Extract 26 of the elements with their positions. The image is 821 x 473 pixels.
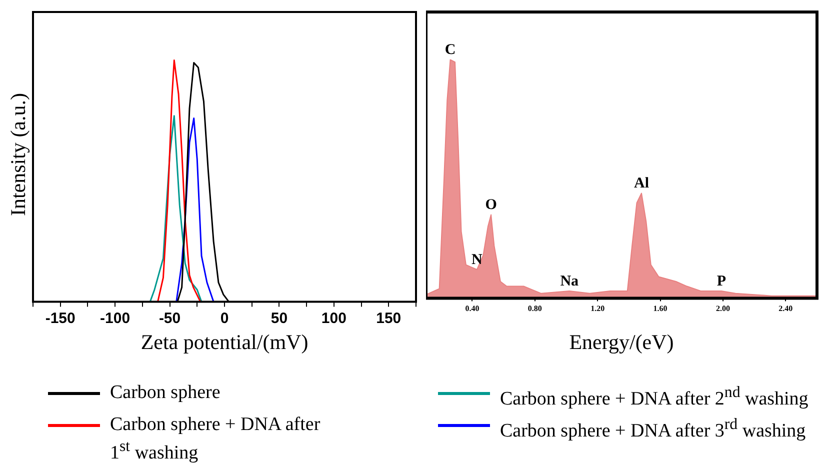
- annotation: N: [472, 252, 483, 268]
- x-tick-label: -50: [158, 310, 181, 327]
- x-tick-label: -150: [45, 310, 76, 327]
- x-tick-label: 2.40: [778, 304, 793, 314]
- annotation: P: [716, 273, 726, 290]
- x-tick-label: 100: [321, 310, 346, 327]
- annotation: Na: [560, 273, 580, 290]
- x-tick-label: 1.60: [653, 304, 668, 314]
- x-tick-label: 50: [270, 310, 288, 327]
- x-tick-label: 150: [376, 310, 402, 327]
- x-tick-label: 0: [220, 310, 229, 327]
- legend-label: Carbon sphere + DNA after 1$^{st}$ washing: [110, 414, 322, 465]
- annotation: O: [485, 197, 497, 214]
- x-tick-label: 0.80: [528, 304, 542, 314]
- y-axis-title: Intensity (a.u.): [6, 93, 30, 217]
- x-tick-label: 2.00: [716, 304, 730, 314]
- annotation: Al: [634, 176, 649, 192]
- legend-label: Carbon sphere + DNA after 2$^{nd}$ washing: [500, 383, 808, 410]
- x-tick-label: 0.40: [465, 304, 480, 314]
- x-tick-label: -100: [100, 310, 130, 327]
- legend-label: Carbon sphere: [110, 382, 220, 404]
- x-tick-label: 1.20: [590, 304, 605, 314]
- x-axis-title: Zeta potential/(mV): [140, 330, 308, 354]
- x-axis-title: Energy/(eV): [569, 330, 674, 354]
- annotation: C: [444, 42, 456, 58]
- legend-label: Carbon sphere + DNA after 3$^{rd}$ washing: [500, 415, 806, 443]
